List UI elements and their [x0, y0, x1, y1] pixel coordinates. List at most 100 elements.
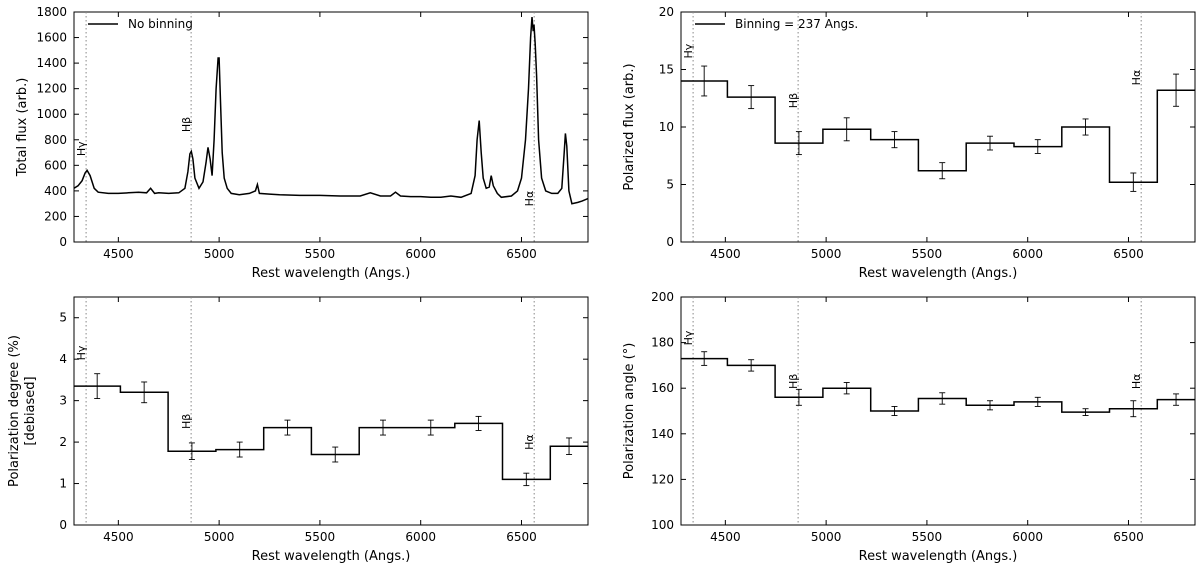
error-bar — [843, 382, 850, 395]
x-axis-label: Rest wavelength (Angs.) — [252, 266, 411, 281]
y-axis-label: Polarization degree (%) — [7, 335, 22, 487]
error-bar — [795, 388, 802, 406]
y-tick-label: 200 — [651, 290, 674, 304]
x-tick-label: 6500 — [1113, 530, 1144, 544]
error-bar — [188, 442, 195, 460]
error-bar — [1082, 118, 1089, 136]
y-tick-label: 1200 — [36, 82, 67, 96]
x-tick-label: 6000 — [405, 530, 436, 544]
line-marker-label: Hα — [1130, 70, 1143, 86]
y-tick-label: 2 — [59, 435, 67, 449]
spectrum-series-0 — [73, 17, 589, 205]
error-bar — [701, 351, 708, 366]
line-marker-label: Hβ — [787, 374, 800, 389]
error-bar — [475, 415, 482, 431]
x-tick-label: 4500 — [103, 247, 134, 261]
y-tick-label: 140 — [651, 427, 674, 441]
x-tick-label: 6000 — [405, 247, 436, 261]
x-tick-label: 6500 — [506, 530, 537, 544]
error-bar — [1082, 408, 1089, 417]
x-tick-label: 5500 — [912, 530, 943, 544]
y-tick-label: 3 — [59, 394, 67, 408]
error-bar — [987, 400, 994, 411]
error-bar — [284, 419, 291, 436]
y-tick-label: 4 — [59, 352, 67, 366]
y-tick-label: 1000 — [36, 107, 67, 121]
binned-step-series — [681, 80, 1195, 183]
x-tick-label: 6500 — [1113, 247, 1144, 261]
y-tick-label: 100 — [651, 518, 674, 532]
error-bar — [141, 381, 148, 404]
x-axis-label: Rest wavelength (Angs.) — [859, 266, 1018, 281]
line-marker-label: Hα — [523, 434, 536, 450]
y-axis-label-2: [debiased] — [23, 376, 38, 445]
y-tick-label: 180 — [651, 336, 674, 350]
y-tick-label: 400 — [44, 184, 67, 198]
x-tick-label: 5500 — [305, 530, 336, 544]
error-bar — [939, 162, 946, 180]
plot-frame — [680, 11, 1196, 243]
line-marker-label: Hγ — [75, 345, 88, 360]
panel-total-flux: 4500 5000 5500 6000 6500 0 200 400 600 800 1000 120… — [15, 5, 589, 281]
line-marker-label: Hγ — [682, 330, 695, 345]
panel-polarization-degree: 4500 5000 5500 6000 6500 0 1 2 3 4 5 Rest wavelengt… — [7, 296, 589, 564]
y-tick-label: 1600 — [36, 31, 67, 45]
error-bar — [939, 392, 946, 405]
line-marker-label: Hβ — [180, 117, 193, 132]
error-bar — [843, 117, 850, 142]
error-bar — [380, 419, 387, 436]
x-tick-label: 6000 — [1012, 530, 1043, 544]
line-marker-label: Hγ — [682, 43, 695, 58]
line-marker-label: Hβ — [180, 414, 193, 429]
line-marker-label: Hγ — [75, 141, 88, 156]
y-tick-label: 600 — [44, 158, 67, 172]
error-bar — [701, 65, 708, 97]
y-tick-label: 120 — [651, 472, 674, 486]
y-tick-label: 5 — [59, 311, 67, 325]
error-bar — [523, 472, 530, 487]
error-bar — [236, 441, 243, 458]
y-tick-label: 20 — [659, 5, 674, 19]
x-tick-label: 5000 — [811, 247, 842, 261]
y-tick-label: 1400 — [36, 56, 67, 70]
y-axis-label: Polarized flux (arb.) — [622, 63, 637, 190]
panel-polarization-angle: 4500 5000 5500 6000 6500 100 120 140 160 180 200 Re… — [622, 290, 1196, 564]
error-bar — [1034, 139, 1041, 154]
x-tick-label: 6000 — [1012, 247, 1043, 261]
error-bar — [748, 359, 755, 372]
x-tick-label: 5000 — [204, 247, 235, 261]
plot-frame — [73, 11, 589, 243]
error-bar — [1173, 73, 1180, 107]
line-marker-label: Hα — [1130, 374, 1143, 390]
legend-label: Binning = 237 Angs. — [735, 17, 858, 31]
plot-frame — [680, 296, 1196, 526]
error-bar — [1130, 400, 1137, 418]
error-bar — [891, 131, 898, 149]
y-tick-label: 0 — [59, 235, 67, 249]
y-axis-label: Total flux (arb.) — [15, 78, 30, 178]
line-marker-label: Hβ — [787, 93, 800, 108]
error-bar — [1034, 396, 1041, 407]
y-tick-label: 160 — [651, 381, 674, 395]
error-bar — [795, 131, 802, 156]
error-bar — [748, 85, 755, 110]
y-tick-label: 800 — [44, 133, 67, 147]
x-tick-label: 4500 — [710, 247, 741, 261]
x-tick-label: 6500 — [506, 247, 537, 261]
x-tick-label: 5500 — [305, 247, 336, 261]
error-bar — [94, 373, 101, 400]
x-tick-label: 5000 — [811, 530, 842, 544]
plot-frame — [73, 296, 589, 526]
y-axis-label: Polarization angle (°) — [622, 343, 637, 480]
binned-step-series — [74, 385, 588, 481]
x-tick-label: 4500 — [103, 530, 134, 544]
y-tick-label: 15 — [659, 63, 674, 77]
x-axis-label: Rest wavelength (Angs.) — [252, 549, 411, 564]
x-tick-label: 4500 — [710, 530, 741, 544]
error-bar — [987, 135, 994, 151]
binned-step-series — [681, 357, 1195, 413]
error-bar — [566, 437, 573, 455]
error-bar — [332, 446, 339, 463]
legend-label: No binning — [128, 17, 193, 31]
